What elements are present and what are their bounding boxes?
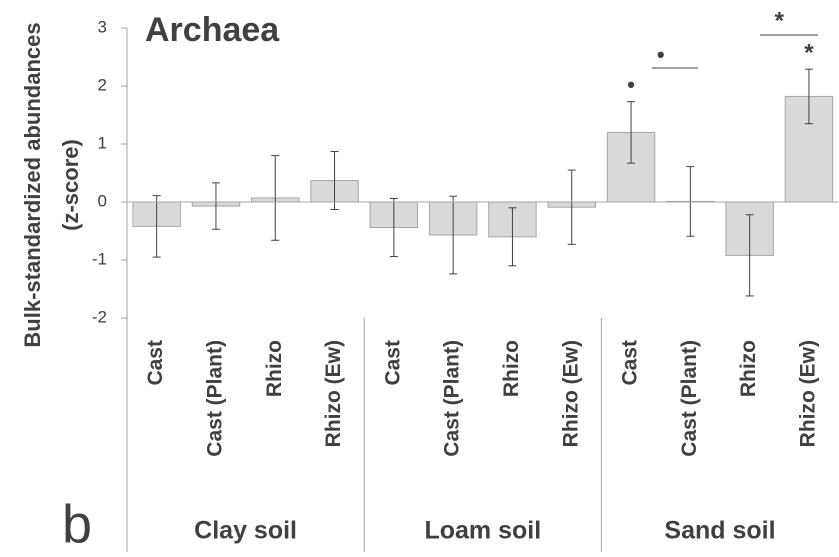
x-tick-label: Cast — [144, 340, 167, 386]
group-label: Loam soil — [424, 517, 541, 545]
x-tick-label: Rhizo (Ew) — [559, 340, 582, 447]
y-tick-label: 3 — [98, 17, 107, 36]
y-tick-label: 0 — [98, 191, 107, 210]
x-tick-label: Cast (Plant) — [441, 340, 464, 457]
x-tick-label: Cast — [381, 340, 404, 386]
x-tick-label: Rhizo — [263, 340, 286, 397]
x-tick-label: Rhizo (Ew) — [322, 340, 345, 447]
annotation: * — [804, 39, 814, 66]
y-axis-label: (z-score) — [58, 139, 83, 231]
group-label: Sand soil — [664, 517, 775, 545]
y-tick-label: 1 — [98, 133, 107, 152]
y-tick-label: 2 — [98, 75, 107, 94]
x-tick-label: Cast (Plant) — [203, 340, 226, 457]
x-tick-label: Cast (Plant) — [678, 340, 701, 457]
annotation: • — [657, 42, 665, 67]
x-tick-label: Rhizo — [500, 340, 523, 397]
chart-title: Archaea — [145, 11, 280, 49]
annotation: • — [627, 72, 635, 97]
y-tick-label: -1 — [92, 249, 107, 268]
x-tick-label: Cast — [619, 340, 642, 386]
y-tick-label: -2 — [92, 307, 107, 326]
annotation: * — [775, 7, 785, 34]
y-axis-label: Bulk-standardized abundances — [20, 22, 45, 347]
x-tick-label: Rhizo (Ew) — [796, 340, 819, 447]
panel-label: b — [62, 494, 92, 554]
x-tick-label: Rhizo — [737, 340, 760, 397]
group-label: Clay soil — [194, 517, 297, 545]
